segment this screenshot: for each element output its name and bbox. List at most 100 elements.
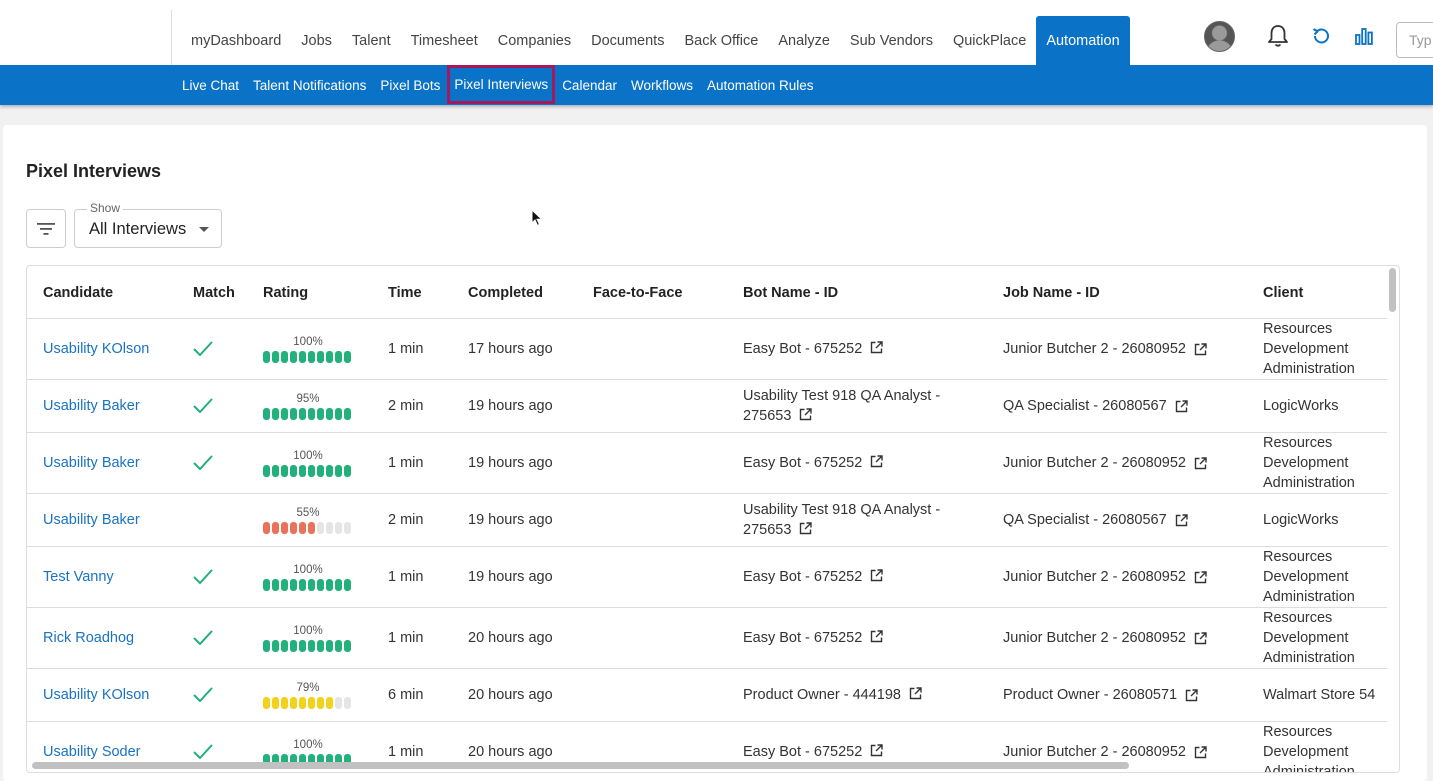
nav-item-companies[interactable]: Companies <box>497 32 572 49</box>
bar-chart-icon[interactable] <box>1351 22 1377 50</box>
cell-client: LogicWorks <box>1263 398 1339 414</box>
filter-button[interactable] <box>26 209 66 248</box>
external-link-icon[interactable] <box>1194 631 1207 645</box>
external-link-icon[interactable] <box>870 568 884 582</box>
job-name-text: Product Owner - 26080571 <box>1003 687 1178 703</box>
rating-segment <box>344 696 351 709</box>
user-avatar[interactable] <box>1204 21 1235 52</box>
candidate-link[interactable]: Test Vanny <box>43 569 114 585</box>
nav-item-timesheet[interactable]: Timesheet <box>410 32 478 49</box>
nav-item-back-office[interactable]: Back Office <box>684 32 759 49</box>
subnav-item-automation-rules[interactable]: Automation Rules <box>707 77 814 93</box>
subnav-item-pixel-interviews[interactable]: Pixel Interviews <box>447 65 556 104</box>
rating-segment <box>281 753 288 766</box>
vertical-scrollbar[interactable] <box>1388 268 1397 768</box>
column-header-time[interactable]: Time <box>388 284 422 301</box>
subnav-item-pixel-bots[interactable]: Pixel Bots <box>380 77 441 93</box>
rating-segment <box>272 578 279 591</box>
nav-item-sub-vendors[interactable]: Sub Vendors <box>849 32 933 49</box>
show-dropdown[interactable]: Show All Interviews <box>74 201 222 248</box>
column-header-candidate[interactable]: Candidate <box>43 284 114 301</box>
column-header-face-to-face[interactable]: Face-to-Face <box>593 284 683 301</box>
bell-icon[interactable] <box>1265 22 1291 50</box>
nav-item-mydashboard[interactable]: myDashboard <box>191 32 282 49</box>
candidate-link[interactable]: Rick Roadhog <box>43 630 135 646</box>
nav-item-jobs[interactable]: Jobs <box>301 32 332 49</box>
rating-segment <box>299 464 306 477</box>
table-row[interactable]: Test Vanny 100% 1 min 19 hours ago Easy Bot … <box>27 547 1387 608</box>
vertical-scroll-thumb[interactable] <box>1389 268 1396 312</box>
candidate-link[interactable]: Usability KOlson <box>43 687 150 703</box>
table-row[interactable]: Usability Baker 55% 2 min 19 hours ago Usabi… <box>27 494 1387 547</box>
column-header-bot-name-id[interactable]: Bot Name - ID <box>743 284 839 301</box>
cell-bot-name-id: Product Owner - 444198 <box>743 669 988 721</box>
rating-percent: 79% <box>296 681 320 694</box>
refresh-icon[interactable] <box>1308 22 1334 50</box>
rating-segment <box>308 464 315 477</box>
rating-bar <box>263 753 351 766</box>
rating-segment <box>308 753 315 766</box>
subnav-item-live-chat[interactable]: Live Chat <box>182 77 240 93</box>
candidate-link[interactable]: Usability Baker <box>43 398 140 414</box>
column-header-completed[interactable]: Completed <box>468 284 543 301</box>
external-link-icon[interactable] <box>799 521 813 535</box>
external-link-icon[interactable] <box>1194 570 1207 584</box>
table-row[interactable]: Usability Soder 100% 1 min 20 hours ago Easy… <box>27 722 1387 772</box>
external-link-icon[interactable] <box>870 743 884 757</box>
cell-time: 1 min <box>388 341 424 357</box>
cell-job-name-id: Junior Butcher 2 - 26080952 <box>1003 547 1253 607</box>
global-search-input[interactable]: Typ <box>1396 22 1433 58</box>
external-link-icon[interactable] <box>1194 745 1207 759</box>
table-row[interactable]: Usability Baker 95% 2 min 19 hours ago Usabi… <box>27 380 1387 433</box>
external-link-icon[interactable] <box>1185 688 1198 702</box>
cell-face-to-face <box>593 608 733 668</box>
table-row[interactable]: Usability Baker 100% 1 min 19 hours ago Easy… <box>27 433 1387 494</box>
match-check-icon <box>193 744 213 760</box>
candidate-link[interactable]: Usability Baker <box>43 512 140 528</box>
column-header-rating[interactable]: Rating <box>263 284 309 301</box>
subnav-item-calendar[interactable]: Calendar <box>562 77 617 93</box>
column-header-match[interactable]: Match <box>193 284 235 301</box>
table-row[interactable]: Rick Roadhog 100% 1 min 20 hours ago Easy Bo… <box>27 608 1387 669</box>
external-link-icon[interactable] <box>870 454 884 468</box>
cell-candidate: Usability Soder <box>43 722 183 772</box>
nav-item-talent[interactable]: Talent <box>351 32 391 49</box>
horizontal-scroll-thumb[interactable] <box>32 762 1129 769</box>
nav-item-documents[interactable]: Documents <box>591 32 665 49</box>
cell-completed: 19 hours ago <box>468 398 553 414</box>
external-link-icon[interactable] <box>870 340 884 354</box>
subnav-item-talent-notifications[interactable]: Talent Notifications <box>253 77 367 93</box>
table-row[interactable]: Usability KOlson 100% 1 min 17 hours ago Eas… <box>27 319 1387 380</box>
mouse-cursor-icon <box>531 208 543 232</box>
external-link-icon[interactable] <box>1175 399 1188 413</box>
external-link-icon[interactable] <box>1194 456 1207 470</box>
candidate-link[interactable]: Usability KOlson <box>43 341 150 357</box>
external-link-icon[interactable] <box>799 407 813 421</box>
nav-item-analyze[interactable]: Analyze <box>778 32 830 49</box>
candidate-link[interactable]: Usability Baker <box>43 455 140 471</box>
external-link-icon[interactable] <box>870 629 884 643</box>
external-link-icon[interactable] <box>1194 342 1207 356</box>
nav-item-quickplace[interactable]: QuickPlace <box>952 32 1027 49</box>
table-header: Candidate Match Rating Time Completed Face-to… <box>27 266 1387 319</box>
table-row[interactable]: Usability KOlson 79% 6 min 20 hours ago Prod… <box>27 669 1387 722</box>
rating-segment <box>308 578 315 591</box>
top-navigation: myDashboard Jobs Talent Timesheet Companies D… <box>0 0 1433 65</box>
external-link-icon[interactable] <box>909 686 922 700</box>
rating-segment <box>326 696 333 709</box>
subnav-item-workflows[interactable]: Workflows <box>630 77 693 93</box>
rating-segment <box>326 639 333 652</box>
column-header-client[interactable]: Client <box>1263 284 1304 301</box>
cell-bot-name-id: Easy Bot - 675252 <box>743 608 988 668</box>
cell-face-to-face <box>593 547 733 607</box>
interviews-table: Candidate Match Rating Time Completed Face-to… <box>26 265 1400 773</box>
external-link-icon[interactable] <box>1175 513 1188 527</box>
nav-item-automation[interactable]: Automation <box>1036 16 1130 65</box>
horizontal-scrollbar[interactable] <box>32 761 1392 770</box>
cell-match <box>193 608 253 668</box>
column-header-job-name-id[interactable]: Job Name - ID <box>1003 284 1100 301</box>
candidate-link[interactable]: Usability Soder <box>43 744 141 760</box>
rating-segment <box>326 464 333 477</box>
cell-match <box>193 380 253 432</box>
cell-bot-name-id: Easy Bot - 675252 <box>743 547 988 607</box>
